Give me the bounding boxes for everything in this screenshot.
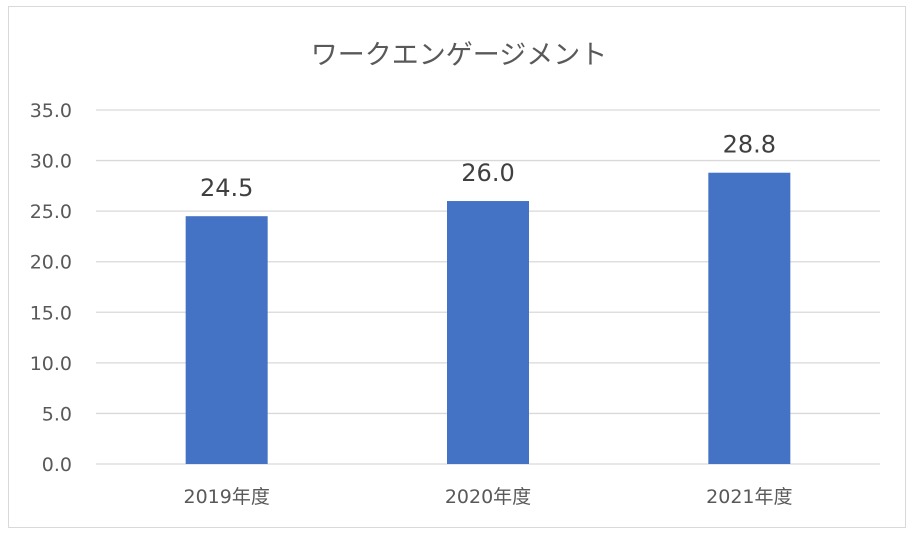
y-tick-label: 25.0	[30, 201, 72, 223]
y-tick-label: 15.0	[30, 302, 72, 324]
y-tick-label: 10.0	[30, 353, 72, 375]
data-label: 26.0	[461, 159, 514, 187]
x-category-label: 2020年度	[445, 486, 531, 508]
x-category-label: 2021年度	[706, 486, 792, 508]
bar	[447, 201, 529, 464]
x-category-label: 2019年度	[183, 486, 269, 508]
data-labels: 24.5 26.0 28.8	[200, 131, 776, 202]
y-tick-label: 35.0	[30, 100, 72, 122]
data-label: 28.8	[723, 131, 776, 159]
y-axis-ticks: 0.0 5.0 10.0 15.0 20.0 25.0 30.0 35.0	[30, 100, 72, 476]
y-tick-label: 0.0	[42, 454, 72, 476]
data-label: 24.5	[200, 174, 253, 202]
y-tick-label: 5.0	[42, 403, 72, 425]
bar	[708, 172, 791, 465]
x-axis-categories: 2019年度 2020年度 2021年度	[183, 486, 792, 508]
chart-title: ワークエンゲージメント	[311, 40, 607, 71]
y-tick-label: 20.0	[30, 252, 72, 274]
bar	[185, 216, 268, 464]
y-tick-label: 30.0	[30, 151, 72, 173]
bars	[185, 172, 791, 465]
